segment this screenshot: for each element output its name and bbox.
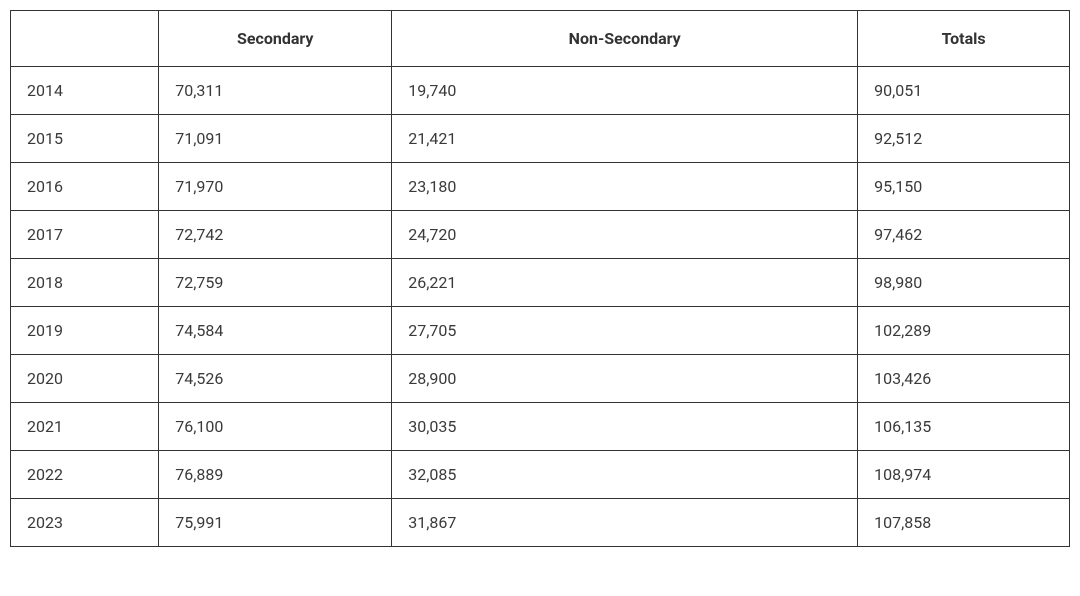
cell-year: 2021 xyxy=(11,403,159,451)
cell-totals: 103,426 xyxy=(858,355,1070,403)
cell-nonsecondary: 23,180 xyxy=(392,163,858,211)
cell-year: 2018 xyxy=(11,259,159,307)
col-header-nonsecondary: Non-Secondary xyxy=(392,11,858,67)
table-row: 2021 76,100 30,035 106,135 xyxy=(11,403,1070,451)
cell-secondary: 70,311 xyxy=(159,67,392,115)
cell-secondary: 75,991 xyxy=(159,499,392,547)
table-header-row: Secondary Non-Secondary Totals xyxy=(11,11,1070,67)
cell-totals: 98,980 xyxy=(858,259,1070,307)
cell-nonsecondary: 26,221 xyxy=(392,259,858,307)
table-row: 2015 71,091 21,421 92,512 xyxy=(11,115,1070,163)
cell-nonsecondary: 19,740 xyxy=(392,67,858,115)
cell-nonsecondary: 28,900 xyxy=(392,355,858,403)
col-header-year xyxy=(11,11,159,67)
col-header-totals: Totals xyxy=(858,11,1070,67)
table-row: 2014 70,311 19,740 90,051 xyxy=(11,67,1070,115)
cell-totals: 102,289 xyxy=(858,307,1070,355)
cell-year: 2020 xyxy=(11,355,159,403)
cell-nonsecondary: 30,035 xyxy=(392,403,858,451)
cell-totals: 97,462 xyxy=(858,211,1070,259)
data-table: Secondary Non-Secondary Totals 2014 70,3… xyxy=(10,10,1070,547)
cell-secondary: 71,091 xyxy=(159,115,392,163)
table-row: 2019 74,584 27,705 102,289 xyxy=(11,307,1070,355)
cell-totals: 107,858 xyxy=(858,499,1070,547)
cell-nonsecondary: 32,085 xyxy=(392,451,858,499)
cell-year: 2016 xyxy=(11,163,159,211)
cell-nonsecondary: 31,867 xyxy=(392,499,858,547)
table-row: 2018 72,759 26,221 98,980 xyxy=(11,259,1070,307)
cell-totals: 95,150 xyxy=(858,163,1070,211)
cell-secondary: 76,889 xyxy=(159,451,392,499)
cell-nonsecondary: 24,720 xyxy=(392,211,858,259)
cell-secondary: 76,100 xyxy=(159,403,392,451)
cell-year: 2022 xyxy=(11,451,159,499)
col-header-secondary: Secondary xyxy=(159,11,392,67)
cell-totals: 108,974 xyxy=(858,451,1070,499)
cell-secondary: 72,759 xyxy=(159,259,392,307)
cell-secondary: 72,742 xyxy=(159,211,392,259)
table-row: 2022 76,889 32,085 108,974 xyxy=(11,451,1070,499)
cell-year: 2023 xyxy=(11,499,159,547)
table-header: Secondary Non-Secondary Totals xyxy=(11,11,1070,67)
cell-year: 2014 xyxy=(11,67,159,115)
cell-secondary: 71,970 xyxy=(159,163,392,211)
cell-secondary: 74,526 xyxy=(159,355,392,403)
cell-year: 2017 xyxy=(11,211,159,259)
table-row: 2016 71,970 23,180 95,150 xyxy=(11,163,1070,211)
cell-totals: 90,051 xyxy=(858,67,1070,115)
table-row: 2023 75,991 31,867 107,858 xyxy=(11,499,1070,547)
cell-year: 2015 xyxy=(11,115,159,163)
table-body: 2014 70,311 19,740 90,051 2015 71,091 21… xyxy=(11,67,1070,547)
table-row: 2020 74,526 28,900 103,426 xyxy=(11,355,1070,403)
cell-nonsecondary: 21,421 xyxy=(392,115,858,163)
table-row: 2017 72,742 24,720 97,462 xyxy=(11,211,1070,259)
cell-secondary: 74,584 xyxy=(159,307,392,355)
cell-year: 2019 xyxy=(11,307,159,355)
cell-totals: 92,512 xyxy=(858,115,1070,163)
cell-totals: 106,135 xyxy=(858,403,1070,451)
cell-nonsecondary: 27,705 xyxy=(392,307,858,355)
